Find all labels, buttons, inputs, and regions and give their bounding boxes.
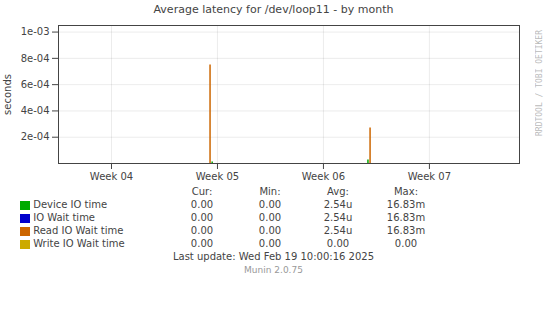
html-text:Munin 2.0.75: Munin 2.0.75 bbox=[244, 265, 303, 275]
svg-text:seconds: seconds bbox=[2, 74, 13, 115]
html-text:0.00: 0.00 bbox=[190, 212, 214, 223]
html-text:0.00: 0.00 bbox=[326, 238, 350, 249]
html-text:2.54u: 2.54u bbox=[323, 212, 353, 223]
html-text:0.00: 0.00 bbox=[190, 238, 214, 249]
html-text:16.83m: 16.83m bbox=[386, 225, 426, 236]
html-text:Last update: Wed Feb 19 10:00:: Last update: Wed Feb 19 10:00:16 2025 bbox=[172, 251, 374, 262]
html-text:2.54u: 2.54u bbox=[323, 199, 353, 210]
html-text:0.00: 0.00 bbox=[258, 199, 282, 210]
html-text:0.00: 0.00 bbox=[258, 238, 282, 249]
html-text:16.83m: 16.83m bbox=[386, 212, 426, 223]
html-text:Read IO Wait time: Read IO Wait time bbox=[30, 225, 124, 236]
html-text:Write IO Wait time: Write IO Wait time bbox=[30, 238, 125, 249]
svg-text:4e-04: 4e-04 bbox=[21, 105, 50, 116]
svg-text:Week 07: Week 07 bbox=[408, 171, 451, 182]
svg-text:6e-04: 6e-04 bbox=[21, 79, 50, 90]
html-text:RRDTOOL / TOBI OETIKER: RRDTOOL / TOBI OETIKER bbox=[535, 30, 544, 136]
html-text:2.54u: 2.54u bbox=[323, 225, 353, 236]
html-text:Max:: Max: bbox=[394, 186, 418, 197]
html-text:Device IO time: Device IO time bbox=[30, 199, 108, 210]
html-text:Min:: Min: bbox=[259, 186, 281, 197]
svg-text:8e-04: 8e-04 bbox=[21, 53, 50, 64]
html-text:0.00: 0.00 bbox=[394, 238, 418, 249]
svg-text:1e-03: 1e-03 bbox=[21, 26, 50, 37]
svg-text:Week 06: Week 06 bbox=[302, 171, 345, 182]
html-text:0.00: 0.00 bbox=[190, 225, 214, 236]
html-text:0.00: 0.00 bbox=[258, 212, 282, 223]
html-text:Cur:: Cur: bbox=[191, 186, 213, 197]
html-text:0.00: 0.00 bbox=[258, 225, 282, 236]
html-text:IO Wait time: IO Wait time bbox=[30, 212, 95, 223]
svg-text:Week 04: Week 04 bbox=[90, 171, 133, 182]
html-text:16.83m: 16.83m bbox=[386, 199, 426, 210]
html-text:Avg:: Avg: bbox=[327, 186, 349, 197]
svg-text:Week 05: Week 05 bbox=[196, 171, 239, 182]
html-text:0.00: 0.00 bbox=[190, 199, 214, 210]
html-text:Average latency for /dev/loop1: Average latency for /dev/loop11 - by mon… bbox=[153, 3, 394, 16]
svg-text:2e-04: 2e-04 bbox=[21, 131, 50, 142]
